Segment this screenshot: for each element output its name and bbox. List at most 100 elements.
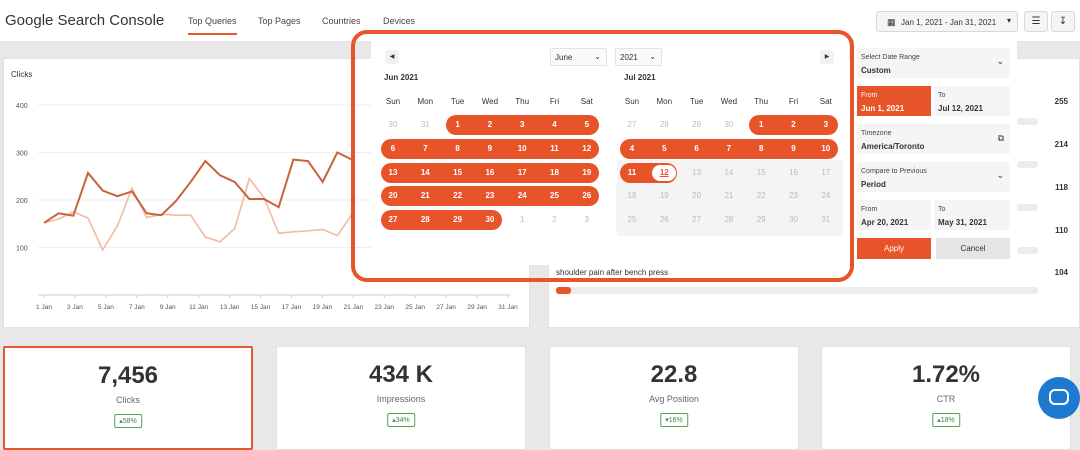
- calendar-day[interactable]: 9: [791, 143, 796, 153]
- calendar-day[interactable]: 12: [652, 164, 677, 181]
- stat-card-impressions[interactable]: 434 K Impressions ▴34%: [276, 346, 526, 450]
- download-icon[interactable]: ↧: [1051, 11, 1075, 32]
- calendar-day[interactable]: 11: [627, 167, 637, 177]
- query-bar-track: [556, 287, 1038, 294]
- calendar-day[interactable]: 11: [550, 143, 559, 153]
- calendar-day[interactable]: 15: [453, 167, 463, 177]
- calendar-day[interactable]: 27: [388, 215, 398, 225]
- calendar-day[interactable]: 18: [550, 167, 559, 177]
- month-select[interactable]: June ⌄: [550, 48, 607, 66]
- calendar-day: 29: [745, 210, 778, 231]
- weekday-label: Wed: [720, 97, 738, 106]
- calendar-day[interactable]: 12: [582, 143, 592, 153]
- chevron-down-icon: ⌄: [594, 52, 601, 61]
- calendar-day[interactable]: 4: [552, 120, 557, 129]
- calendar-day[interactable]: 29: [453, 215, 463, 225]
- calendar-day[interactable]: 6: [694, 143, 699, 153]
- calendar-day[interactable]: 30: [485, 215, 495, 225]
- calendar-day[interactable]: 24: [517, 191, 527, 201]
- calendar-day[interactable]: 8: [758, 143, 764, 153]
- y-tick-label: 200: [16, 198, 28, 205]
- compare-from-field[interactable]: From Apr 20, 2021: [857, 200, 931, 230]
- weekday-label: Sat: [580, 97, 593, 106]
- calendar-day[interactable]: 30: [388, 120, 398, 129]
- calendar-day[interactable]: 10: [517, 143, 527, 153]
- next-month-icon[interactable]: ▶: [820, 50, 834, 64]
- tab-top-pages[interactable]: Top Pages: [258, 16, 301, 26]
- stat-change-badge: ▴34%: [387, 413, 415, 427]
- compare-to-field[interactable]: To May 31, 2021: [934, 200, 1010, 230]
- year-select[interactable]: 2021 ⌄: [615, 48, 662, 66]
- from-date-field[interactable]: From Jun 1, 2021: [857, 86, 931, 116]
- stat-card-avg-position[interactable]: 22.8 Avg Position ▾16%: [549, 346, 799, 450]
- calendar-day[interactable]: 10: [821, 143, 831, 153]
- calendar-day[interactable]: 23: [485, 191, 495, 201]
- calendar-day[interactable]: 7: [726, 143, 732, 153]
- calendar-day[interactable]: 2: [552, 215, 557, 225]
- timezone-field[interactable]: Timezone America/Toronto ⧉: [857, 124, 1010, 154]
- calendar-day: 15: [745, 162, 778, 183]
- calendar-day[interactable]: 5: [662, 143, 667, 153]
- calendar-day[interactable]: 28: [420, 215, 430, 225]
- calendar-day[interactable]: 25: [550, 191, 559, 201]
- calendar-day[interactable]: 16: [485, 167, 495, 177]
- calendar-day[interactable]: 20: [388, 191, 398, 201]
- stat-value: 22.8: [650, 361, 698, 388]
- apply-button[interactable]: Apply: [857, 238, 931, 259]
- calendar-icon: ▦: [887, 17, 896, 27]
- calendar-day[interactable]: 8: [455, 143, 460, 153]
- date-range-button[interactable]: ▦ Jan 1, 2021 - Jan 31, 2021 ▾: [876, 11, 1018, 32]
- date-range-select[interactable]: Select Date Range Custom ⌄: [857, 48, 1010, 78]
- arrow-up-icon: ▴: [392, 417, 396, 424]
- x-tick-label: 1 Jan: [36, 304, 52, 311]
- calendar-day[interactable]: 19: [582, 167, 592, 177]
- chat-launcher-button[interactable]: [1038, 377, 1080, 419]
- weekday-label: Sun: [624, 97, 640, 106]
- stat-value: 434 K: [368, 361, 434, 388]
- calendar-day: 24: [809, 186, 842, 207]
- selected-range-band: [381, 210, 503, 231]
- calendar-day[interactable]: 2: [791, 120, 796, 129]
- calendar-day: 26: [648, 210, 681, 231]
- calendar-day[interactable]: 1: [758, 120, 764, 129]
- calendar-day[interactable]: 30: [724, 120, 734, 129]
- calendar-day[interactable]: 7: [423, 143, 428, 153]
- calendar-day[interactable]: 1: [519, 215, 525, 225]
- calendar-day[interactable]: 13: [388, 167, 398, 177]
- right-month-title: Jul 2021: [624, 73, 656, 82]
- filter-sliders-icon[interactable]: ☰: [1024, 11, 1048, 32]
- calendar-day[interactable]: 28: [659, 120, 669, 129]
- chevron-down-icon: ⌄: [996, 170, 1004, 180]
- calendar-day[interactable]: 3: [823, 120, 829, 129]
- calendar-day[interactable]: 6: [390, 143, 396, 153]
- calendar-day: 27: [680, 210, 713, 231]
- tab-countries[interactable]: Countries: [322, 16, 361, 26]
- calendar-day[interactable]: 26: [582, 191, 592, 201]
- to-date-field[interactable]: To Jul 12, 2021: [934, 86, 1010, 116]
- calendar-day[interactable]: 4: [629, 143, 635, 153]
- calendar-day[interactable]: 1: [455, 120, 460, 129]
- calendar-day[interactable]: 17: [517, 167, 527, 177]
- weekday-label: Thu: [515, 97, 530, 106]
- stat-card-clicks[interactable]: 7,456 Clicks ▴58%: [3, 346, 253, 450]
- calendar-day[interactable]: 3: [519, 120, 525, 129]
- calendar-day[interactable]: 22: [453, 191, 463, 201]
- calendar-day[interactable]: 31: [420, 120, 430, 129]
- stat-card-ctr[interactable]: 1.72% CTR ▴18%: [821, 346, 1071, 450]
- calendar-day[interactable]: 5: [584, 120, 590, 129]
- calendar-day[interactable]: 27: [627, 120, 637, 129]
- weekday-label: Tue: [689, 97, 704, 106]
- weekday-label: Sat: [819, 97, 832, 106]
- calendar-day[interactable]: 21: [420, 191, 430, 201]
- compare-select[interactable]: Compare to Previous Period ⌄: [857, 162, 1010, 192]
- calendar-day[interactable]: 14: [420, 167, 430, 177]
- calendar-day[interactable]: 9: [487, 143, 493, 153]
- calendar-day[interactable]: 29: [692, 120, 702, 129]
- tab-devices[interactable]: Devices: [383, 16, 416, 26]
- calendar-day: 31: [809, 210, 842, 231]
- cancel-button[interactable]: Cancel: [936, 238, 1010, 259]
- calendar-day[interactable]: 3: [584, 215, 590, 225]
- prev-month-icon[interactable]: ◀: [385, 50, 399, 64]
- calendar-day[interactable]: 2: [487, 120, 493, 129]
- tab-top-queries[interactable]: Top Queries: [188, 16, 237, 35]
